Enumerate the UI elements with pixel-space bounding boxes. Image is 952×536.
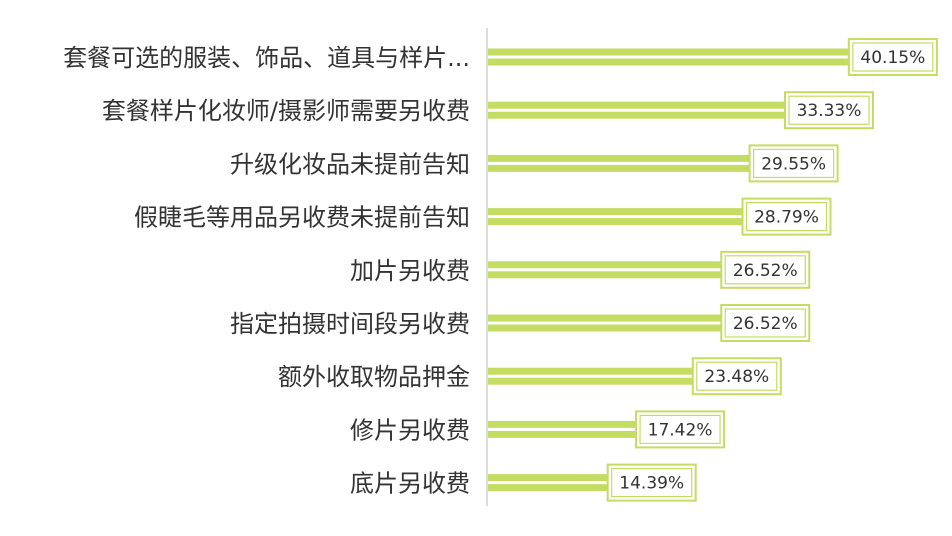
bar-stripe-top <box>488 261 737 269</box>
value-label: 17.42% <box>635 410 726 449</box>
value-label-text: 28.79% <box>754 208 819 228</box>
bar <box>488 261 737 279</box>
bar-stripe-bottom <box>488 218 758 226</box>
value-label-inner-box <box>745 202 828 232</box>
bar <box>488 367 708 385</box>
value-label-text: 17.42% <box>648 420 713 440</box>
value-label-text: 23.48% <box>704 367 769 387</box>
bar <box>488 48 864 66</box>
category-label: 底片另收费 <box>350 470 470 498</box>
bar-stripe-top <box>488 367 708 375</box>
bar-stripe-bottom <box>488 430 652 438</box>
category-label: 修片另收费 <box>350 416 470 444</box>
bar <box>488 208 758 226</box>
value-label: 40.15% <box>847 38 938 76</box>
value-label-text: 26.52% <box>733 261 798 281</box>
bar-stripe-bottom <box>488 58 864 66</box>
bar-stripe-bottom <box>488 377 708 385</box>
bar-stripe-bottom <box>488 111 800 119</box>
bar <box>488 314 737 332</box>
value-label-inner-box <box>788 95 870 125</box>
value-label-text: 14.39% <box>619 474 684 494</box>
category-labels: 套餐可选的服装、饰品、道具与样片... 套餐样片化妆师/摄影师需要另收费升级化妆品… <box>63 44 470 498</box>
category-label: 加片另收费 <box>350 257 470 285</box>
value-label-inner-box <box>611 468 693 498</box>
bar-stripe-bottom <box>488 164 765 172</box>
value-label-inner-box <box>639 414 721 444</box>
value-label: 33.33% <box>783 91 874 130</box>
value-label-inner-box <box>696 361 778 391</box>
category-label: 额外收取物品押金 <box>278 363 470 391</box>
value-label: 14.39% <box>606 463 697 502</box>
value-label-inner-box <box>753 148 835 178</box>
bar-stripe-top <box>488 101 800 109</box>
value-label-inner-box <box>852 42 934 72</box>
bar <box>488 420 652 438</box>
category-label: 升级化妆品未提前告知 <box>230 150 470 178</box>
bar-stripe-bottom <box>488 484 623 492</box>
value-label: 26.52% <box>720 250 811 289</box>
value-label-text: 29.55% <box>761 154 826 174</box>
value-label: 23.48% <box>691 357 782 396</box>
bar-group <box>488 48 864 492</box>
value-label: 28.79% <box>741 197 832 236</box>
bar <box>488 154 765 172</box>
bar <box>488 101 800 119</box>
value-label-text: 26.52% <box>733 314 798 334</box>
category-label: 套餐可选的服装、饰品、道具与样片... <box>63 44 470 72</box>
bar-stripe-bottom <box>488 271 737 279</box>
value-labels: 40.15% 33.33% 29.55% 28.79% 26.52% 26.52% 23.4… <box>606 38 938 502</box>
bar-stripe-top <box>488 208 758 216</box>
bar <box>488 474 623 492</box>
bar-stripe-top <box>488 48 864 56</box>
bar-stripe-top <box>488 154 765 162</box>
value-label-inner-box <box>724 308 806 338</box>
value-label-text: 40.15% <box>860 48 925 68</box>
value-label: 29.55% <box>748 144 839 183</box>
bar-stripe-top <box>488 474 623 482</box>
value-label: 26.52% <box>720 304 811 342</box>
bar-stripe-top <box>488 314 737 322</box>
value-label-inner-box <box>724 255 806 285</box>
category-label: 指定拍摄时间段另收费 <box>230 310 470 338</box>
category-label: 套餐样片化妆师/摄影师需要另收费 <box>102 97 470 125</box>
bar-stripe-top <box>488 420 652 428</box>
bar-stripe-bottom <box>488 324 737 332</box>
category-label: 假睫毛等用品另收费未提前告知 <box>134 204 470 232</box>
value-label-text: 33.33% <box>797 101 862 121</box>
